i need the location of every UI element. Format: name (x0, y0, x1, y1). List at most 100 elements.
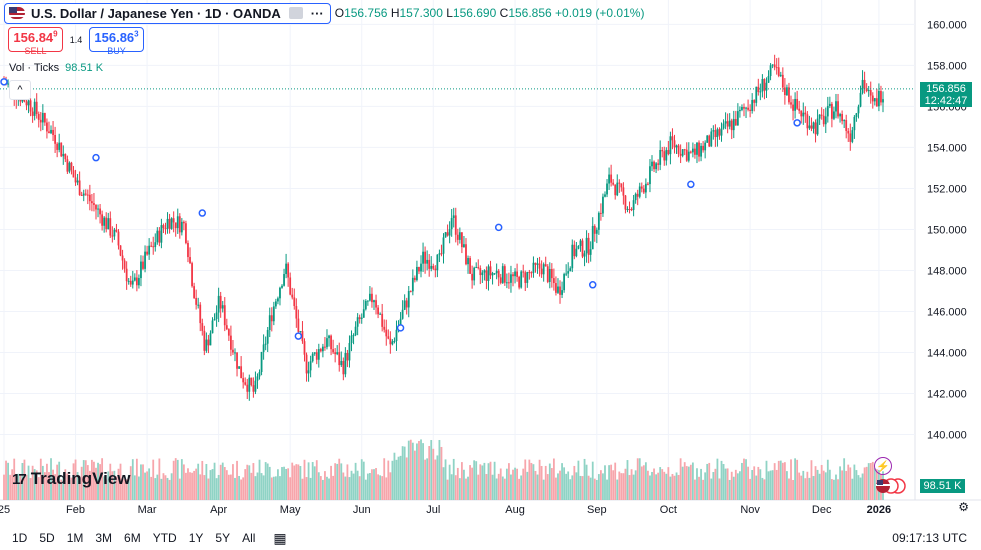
volume-bar (279, 476, 281, 500)
volume-bar (371, 469, 373, 500)
volume-bar (702, 479, 705, 500)
volume-bar (293, 465, 296, 500)
candle-body (309, 361, 312, 371)
volume-bar (559, 470, 561, 500)
candle-body (319, 349, 322, 352)
volume-bar (518, 478, 521, 500)
candle-body (606, 183, 608, 195)
candle-body (27, 100, 30, 106)
range-5d[interactable]: 5D (39, 531, 55, 545)
candle-body (289, 277, 292, 295)
chevron-up-icon[interactable]: ^ (9, 80, 31, 100)
volume-bar (260, 473, 263, 500)
candle-body (475, 267, 478, 269)
range-5y[interactable]: 5Y (215, 531, 231, 545)
volume-bar (80, 466, 83, 500)
volume-bar (583, 458, 586, 500)
volume-bar (342, 472, 345, 500)
time-tick-label: Mar (138, 504, 157, 516)
buy-button[interactable]: 156.863 BUY (89, 27, 144, 56)
volume-bar (743, 458, 745, 500)
volume-bar (283, 466, 285, 500)
range-6m[interactable]: 6M (124, 531, 141, 545)
lightning-icon[interactable]: ⚡ (874, 457, 892, 475)
candle-body (734, 118, 737, 126)
volume-bar (272, 476, 275, 500)
candle-body (305, 354, 308, 374)
volume-bar (477, 474, 480, 500)
volume-bar (127, 474, 130, 500)
volume-bar (773, 463, 776, 500)
range-3m[interactable]: 3M (95, 531, 113, 545)
candle-body (583, 253, 586, 257)
candle-body (160, 225, 163, 243)
volume-bar (867, 463, 870, 500)
gear-icon[interactable]: ⚙ (958, 500, 969, 514)
candle-body (377, 307, 379, 315)
candle-body (577, 245, 580, 249)
volume-bar (485, 474, 488, 500)
volume-bar (665, 473, 668, 500)
volume-bar (68, 479, 71, 500)
candle-body (364, 301, 367, 310)
candle-body (845, 120, 848, 131)
volume-bar (775, 469, 778, 500)
volume-bar (123, 479, 126, 500)
volume-bar (837, 479, 839, 500)
spread-value: 1.4 (69, 34, 83, 45)
range-1y[interactable]: 1Y (188, 531, 204, 545)
volume-bar (651, 471, 653, 500)
volume-bar (687, 466, 690, 500)
eye-icon[interactable] (288, 7, 303, 19)
candle-body (76, 180, 79, 183)
candle-body (86, 194, 89, 196)
candle-body (473, 267, 476, 281)
candle-body (810, 125, 813, 129)
volume-bar (21, 462, 24, 500)
range-ytd[interactable]: YTD (152, 531, 177, 545)
volume-bar (720, 460, 723, 500)
range-1d[interactable]: 1D (12, 531, 28, 545)
more-icon[interactable]: ··· (310, 5, 324, 21)
candle-body (687, 151, 690, 161)
volume-bar (352, 473, 355, 500)
candle-body (373, 300, 375, 303)
calendar-icon[interactable]: ▦ (273, 529, 287, 546)
candle-body (557, 286, 559, 293)
candle-body (448, 229, 451, 236)
volume-bar (565, 473, 568, 500)
volume-bar (661, 469, 664, 500)
volume-bar (683, 462, 686, 500)
volume-bar (659, 467, 662, 500)
candle-body (46, 122, 48, 132)
candle-body (270, 315, 273, 322)
symbol-box[interactable]: U.S. Dollar / Japanese Yen · 1D · OANDA … (4, 2, 331, 24)
volume-bar (777, 460, 780, 500)
sell-button[interactable]: 156.849 SELL (8, 27, 63, 56)
volume-bar (808, 477, 811, 500)
candle-body (691, 148, 694, 153)
candle-body (800, 110, 803, 117)
volume-bar (861, 473, 864, 500)
candle-body (520, 271, 523, 288)
candle-body (230, 335, 232, 350)
volume-bar (442, 467, 445, 500)
volume-bar (667, 467, 670, 500)
candle-body (626, 208, 629, 210)
event-marker (294, 332, 303, 340)
candle-body (552, 278, 555, 284)
currency-flags-icon[interactable] (874, 478, 906, 494)
range-all[interactable]: All (242, 531, 256, 545)
range-1m[interactable]: 1M (66, 531, 84, 545)
volume-bar (41, 465, 44, 500)
volume-bar (767, 471, 770, 500)
candle-body (661, 150, 664, 152)
volume-bar (17, 473, 20, 500)
volume-bar (548, 463, 551, 500)
volume-bar (657, 472, 660, 500)
candle-body (454, 215, 457, 235)
candle-body (532, 262, 535, 273)
volume-bar (379, 475, 382, 500)
volume-bar (783, 462, 786, 500)
volume-bar (806, 471, 809, 500)
